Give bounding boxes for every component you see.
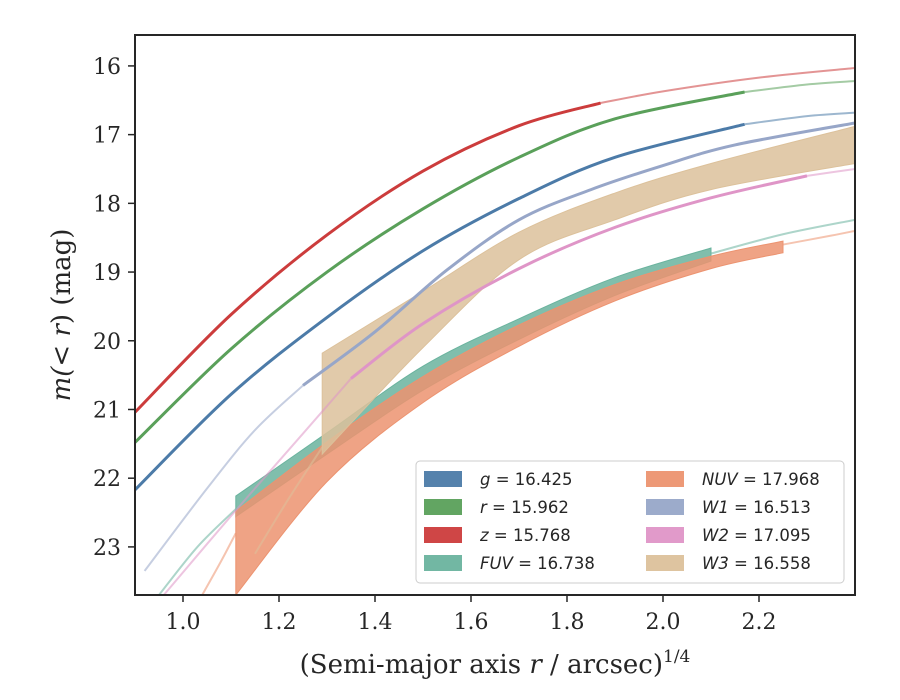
series-w1-extrapolation xyxy=(143,384,304,572)
legend-swatch-nuv xyxy=(646,471,684,487)
x-tick-label: 1.4 xyxy=(358,610,393,635)
series-z-extrapolation xyxy=(600,66,855,105)
legend-label-w1: W1 = 16.513 xyxy=(702,498,811,517)
legend-label-g: g = 16.425 xyxy=(480,470,573,489)
legend-label-r: r = 15.962 xyxy=(480,498,569,517)
series-w1-line xyxy=(302,121,855,387)
legend-label-fuv: FUV = 16.738 xyxy=(480,554,595,573)
legend-swatch-r xyxy=(424,499,462,515)
x-tick-label: 1.2 xyxy=(262,610,297,635)
legend-swatch-z xyxy=(424,527,462,543)
x-axis-ticks: 1.0 1.2 1.4 1.6 1.8 2.0 2.2 xyxy=(166,595,777,635)
y-tick-label: 17 xyxy=(93,124,121,149)
y-axis-ticks: 16 17 18 19 20 21 22 23 xyxy=(93,55,135,561)
line-layer xyxy=(135,66,855,595)
series-w2-line xyxy=(350,174,808,380)
legend-swatch-g xyxy=(424,471,462,487)
x-tick-label: 1.8 xyxy=(550,610,585,635)
y-tick-label: 19 xyxy=(93,261,121,286)
series-fuv-extrapolation xyxy=(710,218,855,255)
y-axis-label: m(< r) (mag) xyxy=(47,229,77,402)
x-tick-label: 1.6 xyxy=(454,610,489,635)
legend-swatch-w3 xyxy=(646,555,684,571)
series-g-line xyxy=(135,122,745,491)
y-tick-label: 21 xyxy=(93,398,121,423)
legend-label-w3: W3 = 16.558 xyxy=(702,554,811,573)
y-tick-label: 23 xyxy=(93,536,121,561)
legend: g = 16.425 r = 15.962 z = 15.768 FUV = 16.7… xyxy=(415,460,845,584)
legend-swatch-w2 xyxy=(646,527,684,543)
series-w2-extrapolation xyxy=(163,377,352,595)
legend-swatch-w1 xyxy=(646,499,684,515)
y-tick-label: 18 xyxy=(93,192,121,217)
series-r-extrapolation xyxy=(744,80,855,94)
series-nuv-extrapolation xyxy=(201,532,237,595)
series-r-line xyxy=(135,90,745,444)
legend-box xyxy=(415,460,845,584)
series-g-extrapolation xyxy=(744,111,855,126)
x-tick-label: 1.0 xyxy=(166,610,201,635)
x-tick-label: 2.0 xyxy=(646,610,681,635)
series-fuv-extrapolation xyxy=(158,508,237,595)
legend-label-nuv: NUV = 17.968 xyxy=(702,470,820,489)
series-nuv-band xyxy=(235,240,784,595)
x-axis-label: (Semi-major axis r / arcsec)1/4 xyxy=(300,647,691,680)
series-nuv-extrapolation xyxy=(782,229,855,246)
plot-frame xyxy=(134,34,856,596)
series-w3-band xyxy=(321,125,855,456)
x-tick-label: 2.2 xyxy=(742,610,777,635)
series-w3-extrapolation xyxy=(254,446,324,555)
y-tick-label: 16 xyxy=(93,55,121,80)
legend-label-w2: W2 = 17.095 xyxy=(702,526,811,545)
band-layer xyxy=(158,125,855,595)
legend-label-z: z = 15.768 xyxy=(479,526,571,545)
y-tick-label: 22 xyxy=(93,467,121,492)
y-tick-label: 20 xyxy=(93,330,121,355)
series-z-line xyxy=(135,101,602,414)
legend-swatch-fuv xyxy=(424,555,462,571)
series-w2-extrapolation xyxy=(806,168,855,177)
